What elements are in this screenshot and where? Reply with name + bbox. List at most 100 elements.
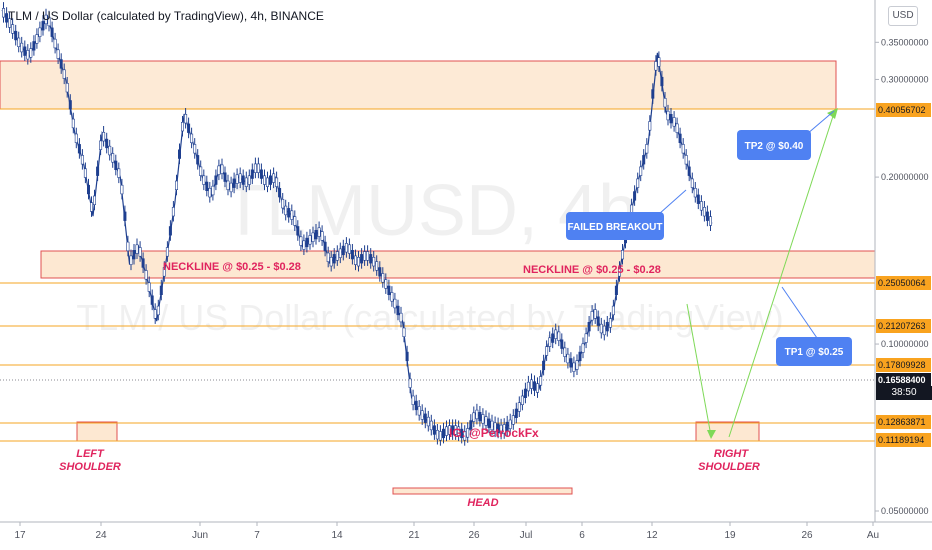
candle-body bbox=[196, 155, 200, 165]
candle-body bbox=[65, 83, 69, 93]
candle-body bbox=[484, 416, 488, 426]
candle-body bbox=[529, 379, 533, 389]
candle-body bbox=[514, 408, 518, 418]
candle-body bbox=[496, 423, 500, 433]
candle-body bbox=[220, 164, 224, 174]
candle-body bbox=[335, 251, 339, 261]
candle-body bbox=[666, 110, 670, 121]
tp2-zone bbox=[0, 60, 837, 110]
candle-body bbox=[472, 412, 476, 422]
candle-body bbox=[187, 123, 191, 133]
candle-body bbox=[181, 122, 185, 132]
tp1-callout bbox=[776, 337, 852, 366]
candle-body bbox=[490, 420, 494, 431]
candle-body bbox=[147, 282, 151, 292]
price-level-badge bbox=[876, 319, 931, 333]
candle-body bbox=[287, 208, 291, 218]
candle-body bbox=[108, 145, 112, 156]
candle-body bbox=[26, 50, 30, 60]
candle-body bbox=[648, 121, 652, 131]
candle-body bbox=[96, 166, 100, 176]
candle-body bbox=[141, 258, 145, 268]
tp1-pointer bbox=[781, 286, 818, 339]
x-tick-label: 21 bbox=[408, 530, 420, 541]
tp2-callout bbox=[737, 130, 811, 160]
candle-body bbox=[305, 237, 309, 248]
candle-body bbox=[344, 243, 348, 253]
candle-body bbox=[405, 351, 409, 362]
candle-body bbox=[487, 418, 491, 428]
candle-body bbox=[235, 174, 239, 184]
y-tick-label: 0.10000000 bbox=[881, 339, 929, 349]
candle-body bbox=[232, 178, 236, 188]
left-shoulder-label-line1: LEFT bbox=[76, 448, 105, 460]
candle-body bbox=[153, 309, 157, 319]
candle-body bbox=[87, 184, 91, 195]
candle-body bbox=[290, 210, 294, 220]
candle-body bbox=[363, 251, 367, 261]
candle-body bbox=[326, 252, 330, 262]
candle-body bbox=[241, 175, 245, 185]
candle-body bbox=[281, 199, 285, 209]
candle-body bbox=[135, 244, 139, 254]
time-axis[interactable] bbox=[0, 522, 875, 550]
candle-body bbox=[684, 155, 688, 165]
candle-body bbox=[432, 425, 436, 435]
candle-body bbox=[532, 381, 536, 391]
candle-body bbox=[560, 339, 564, 349]
candle-body bbox=[56, 49, 60, 59]
candle-body bbox=[77, 144, 81, 154]
right-shoulder-label-line1: RIGHT bbox=[714, 448, 750, 460]
candle-body bbox=[369, 254, 373, 264]
candle-body bbox=[657, 57, 661, 67]
left-shoulder-box bbox=[76, 421, 118, 442]
y-tick-label: 0.05000000 bbox=[881, 506, 929, 516]
candle-body bbox=[572, 362, 576, 372]
currency-button[interactable]: USD bbox=[888, 6, 918, 26]
candle-body bbox=[602, 325, 606, 336]
projection-up-arrowhead bbox=[827, 108, 838, 119]
candle-body bbox=[493, 422, 497, 432]
current-price-badge bbox=[876, 373, 931, 387]
candle-body bbox=[423, 413, 427, 423]
head-box bbox=[392, 487, 573, 495]
candle-body bbox=[642, 155, 646, 165]
candle-body bbox=[502, 424, 506, 434]
candle-body bbox=[353, 255, 357, 265]
candle-body bbox=[408, 378, 412, 388]
candle-body bbox=[520, 395, 524, 405]
y-tick-label: 0.35000000 bbox=[881, 37, 929, 47]
candle-body bbox=[8, 18, 12, 28]
candle-body bbox=[111, 153, 115, 163]
candle-body bbox=[338, 248, 342, 258]
candle-body bbox=[396, 305, 400, 316]
candle-body bbox=[384, 279, 388, 289]
candle-body bbox=[302, 240, 306, 250]
candle-body bbox=[372, 256, 376, 267]
candle-body bbox=[20, 42, 24, 53]
price-series bbox=[1, 2, 713, 446]
tp1-text: TP1 @ $0.25 bbox=[785, 347, 844, 358]
candle-body bbox=[74, 133, 78, 143]
price-level-badge bbox=[876, 276, 931, 290]
candle-body bbox=[356, 256, 360, 267]
candle-body bbox=[575, 360, 579, 370]
candle-body bbox=[296, 226, 300, 236]
candle-body bbox=[226, 180, 230, 190]
candle-body bbox=[138, 247, 142, 257]
candle-body bbox=[62, 69, 66, 79]
candle-body bbox=[247, 175, 251, 185]
watermark-description: TLM / US Dollar (calculated by TradingVi… bbox=[76, 297, 784, 338]
candle-body bbox=[262, 175, 266, 185]
candle-body bbox=[299, 236, 303, 246]
candle-body bbox=[590, 311, 594, 321]
candle-body bbox=[214, 175, 218, 185]
candle-body bbox=[678, 133, 682, 143]
candle-body bbox=[620, 250, 624, 260]
neckline-left-label: NECKLINE @ $0.25 - $0.28 bbox=[163, 261, 301, 273]
candle-body bbox=[178, 149, 182, 159]
candle-body bbox=[41, 21, 45, 31]
candle-body bbox=[126, 241, 130, 252]
left-shoulder-label-line2: SHOULDER bbox=[59, 461, 121, 473]
